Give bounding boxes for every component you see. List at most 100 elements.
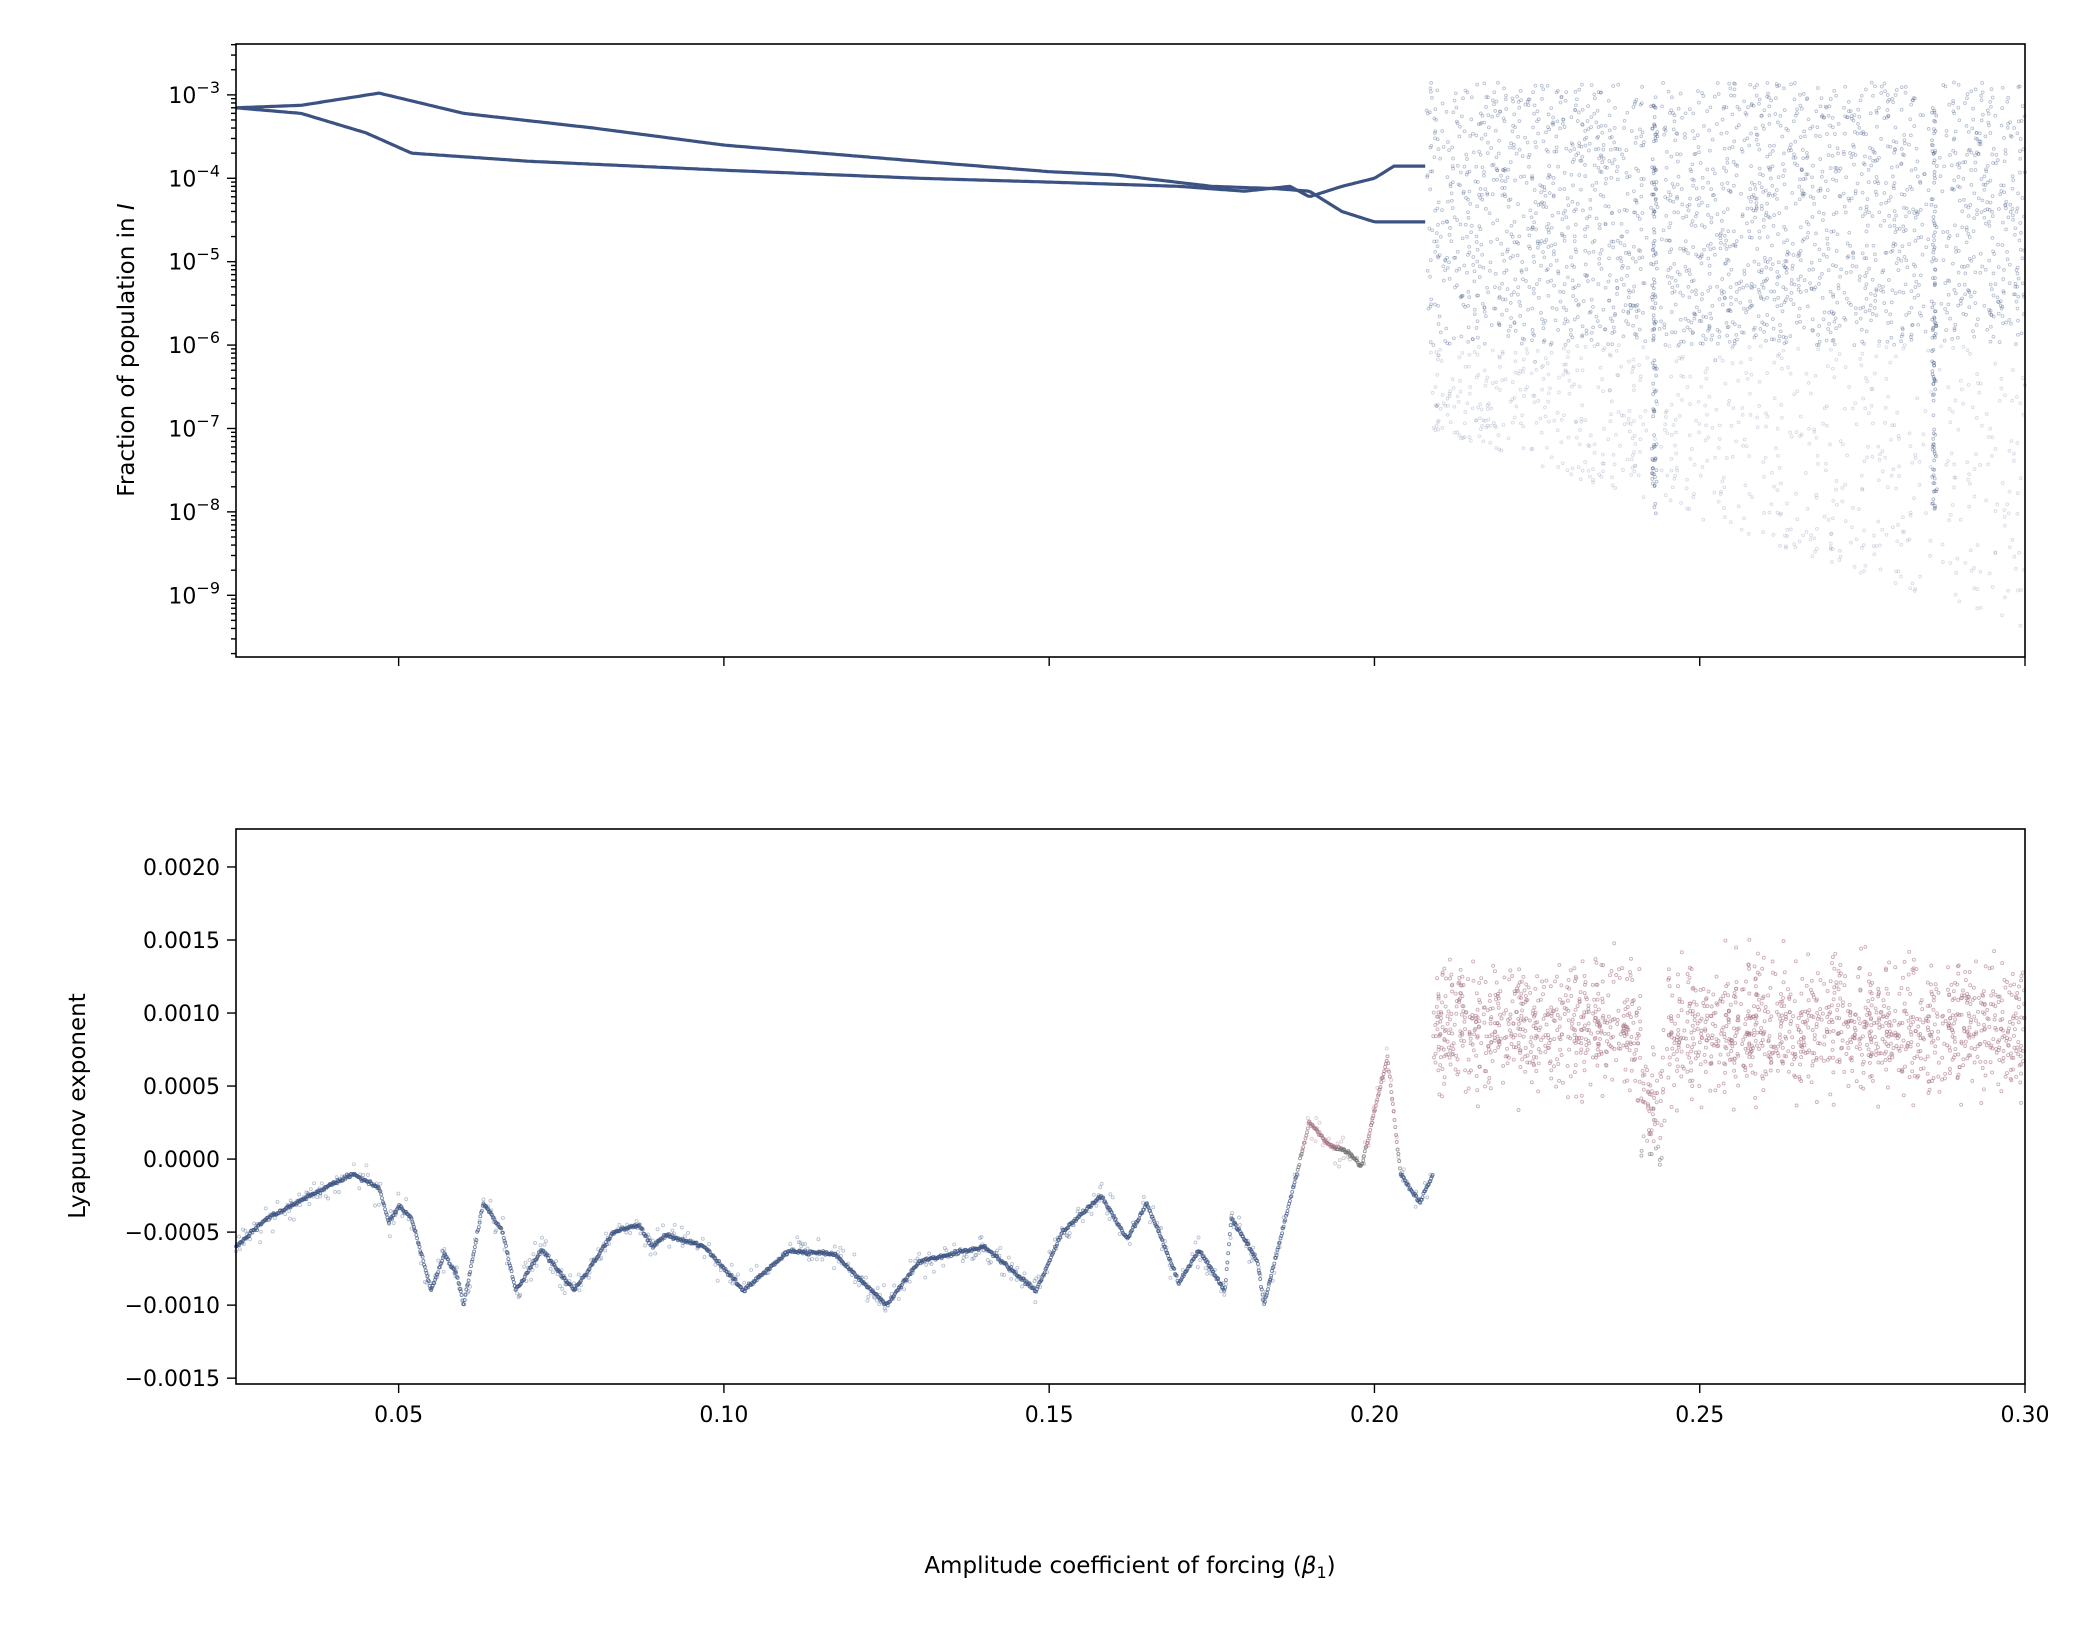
lyapunov-point	[917, 1251, 922, 1256]
scatter-point	[1947, 234, 1952, 238]
scatter-point	[1433, 403, 1438, 408]
scatter-point	[1760, 113, 1764, 118]
scatter-point	[1540, 387, 1544, 392]
scatter-point	[1824, 404, 1829, 409]
scatter-point	[1462, 263, 1467, 268]
scatter-point	[1659, 468, 1664, 473]
scatter-point	[1456, 182, 1461, 187]
scatter-point	[1801, 194, 1805, 198]
scatter-point	[1930, 317, 1935, 322]
scatter-point	[1864, 296, 1869, 301]
scatter-point	[1855, 131, 1860, 136]
lyapunov-point	[977, 1250, 982, 1255]
scatter-point	[1476, 373, 1481, 377]
scatter-point	[1859, 327, 1864, 332]
scatter-point	[1931, 347, 1936, 352]
scatter-point	[1654, 320, 1658, 324]
scatter-point	[1539, 365, 1544, 370]
scatter-point	[1628, 303, 1633, 307]
scatter-point	[1639, 183, 1644, 187]
scatter-point	[1462, 435, 1467, 439]
scatter-point	[1951, 346, 1955, 350]
scatter-point	[1822, 195, 1827, 199]
scatter-point	[1626, 322, 1631, 327]
lyapunov-point	[754, 1263, 759, 1268]
scatter-point	[1490, 114, 1495, 119]
lyapunov-point	[237, 1247, 242, 1252]
scatter-point	[1567, 378, 1572, 383]
scatter-point	[1929, 142, 1934, 147]
scatter-point	[1837, 558, 1842, 562]
scatter-point	[1879, 201, 1884, 206]
scatter-point	[1860, 190, 1865, 195]
scatter-point	[1772, 484, 1776, 489]
scatter-point	[1650, 157, 1655, 162]
scatter-point	[1761, 224, 1766, 229]
scatter-point	[1493, 285, 1497, 289]
scatter-point	[1973, 136, 1978, 141]
scatter-point	[1532, 291, 1536, 296]
scatter-point	[1900, 152, 1905, 157]
scatter-point	[1639, 101, 1644, 106]
scatter-point	[1636, 169, 1641, 173]
scatter-point	[1864, 329, 1869, 334]
scatter-point	[1706, 180, 1711, 185]
scatter-point	[1817, 324, 1822, 328]
scatter-point	[1633, 464, 1638, 469]
scatter-point	[1506, 204, 1511, 209]
scatter-point	[1731, 344, 1735, 348]
scatter-point	[1786, 128, 1790, 133]
scatter-point	[1621, 156, 1626, 161]
scatter-point	[1500, 349, 1505, 354]
scatter-point	[1575, 202, 1580, 206]
scatter-point	[1928, 554, 1932, 558]
scatter-point	[1609, 399, 1614, 404]
scatter-point	[1474, 234, 1479, 239]
scatter-point	[1477, 345, 1481, 349]
scatter-point	[1969, 258, 1974, 263]
bifurcation-branch-lower	[235, 106, 1426, 199]
scatter-point	[1675, 152, 1679, 156]
scatter-point	[1597, 256, 1602, 261]
scatter-point	[1669, 468, 1674, 473]
scatter-point	[2013, 232, 2017, 237]
scatter-point	[1689, 169, 1694, 174]
scatter-point	[1972, 586, 1977, 591]
scatter-point	[1436, 353, 1440, 358]
lyapunov-point	[315, 1195, 320, 1200]
scatter-point	[1683, 264, 1688, 269]
scatter-point	[1982, 187, 1987, 192]
scatter-point	[1693, 312, 1698, 317]
scatter-point	[1435, 88, 1440, 93]
scatter-point	[2009, 439, 2014, 443]
scatter-point	[1651, 208, 1656, 213]
scatter-point	[1973, 168, 1978, 172]
scatter-point	[2018, 476, 2023, 480]
lyapunov-point	[387, 1234, 392, 1239]
scatter-point	[1655, 130, 1660, 134]
scatter-point	[1549, 243, 1554, 248]
scatter-point	[1803, 471, 1808, 475]
scatter-point	[1675, 132, 1680, 136]
scatter-point	[1512, 320, 1517, 325]
scatter-point	[1747, 195, 1751, 200]
scatter-point	[1679, 501, 1683, 505]
scatter-point	[1630, 370, 1634, 374]
scatter-point	[1546, 245, 1551, 249]
scatter-point	[1977, 139, 1982, 144]
scatter-point	[1636, 473, 1641, 478]
scatter-point	[1689, 223, 1694, 227]
scatter-point	[1931, 234, 1936, 238]
scatter-point	[1443, 403, 1448, 408]
scatter-point	[1569, 141, 1574, 145]
scatter-point	[1491, 162, 1496, 167]
scatter-point	[1485, 151, 1490, 155]
scatter-point	[1883, 421, 1887, 425]
scatter-point	[1792, 152, 1796, 157]
scatter-point	[1976, 381, 1980, 385]
scatter-point	[1510, 420, 1515, 425]
scatter-point	[1491, 221, 1495, 226]
scatter-point	[1899, 542, 1904, 547]
scatter-point	[1599, 267, 1604, 271]
scatter-point	[1504, 308, 1509, 312]
